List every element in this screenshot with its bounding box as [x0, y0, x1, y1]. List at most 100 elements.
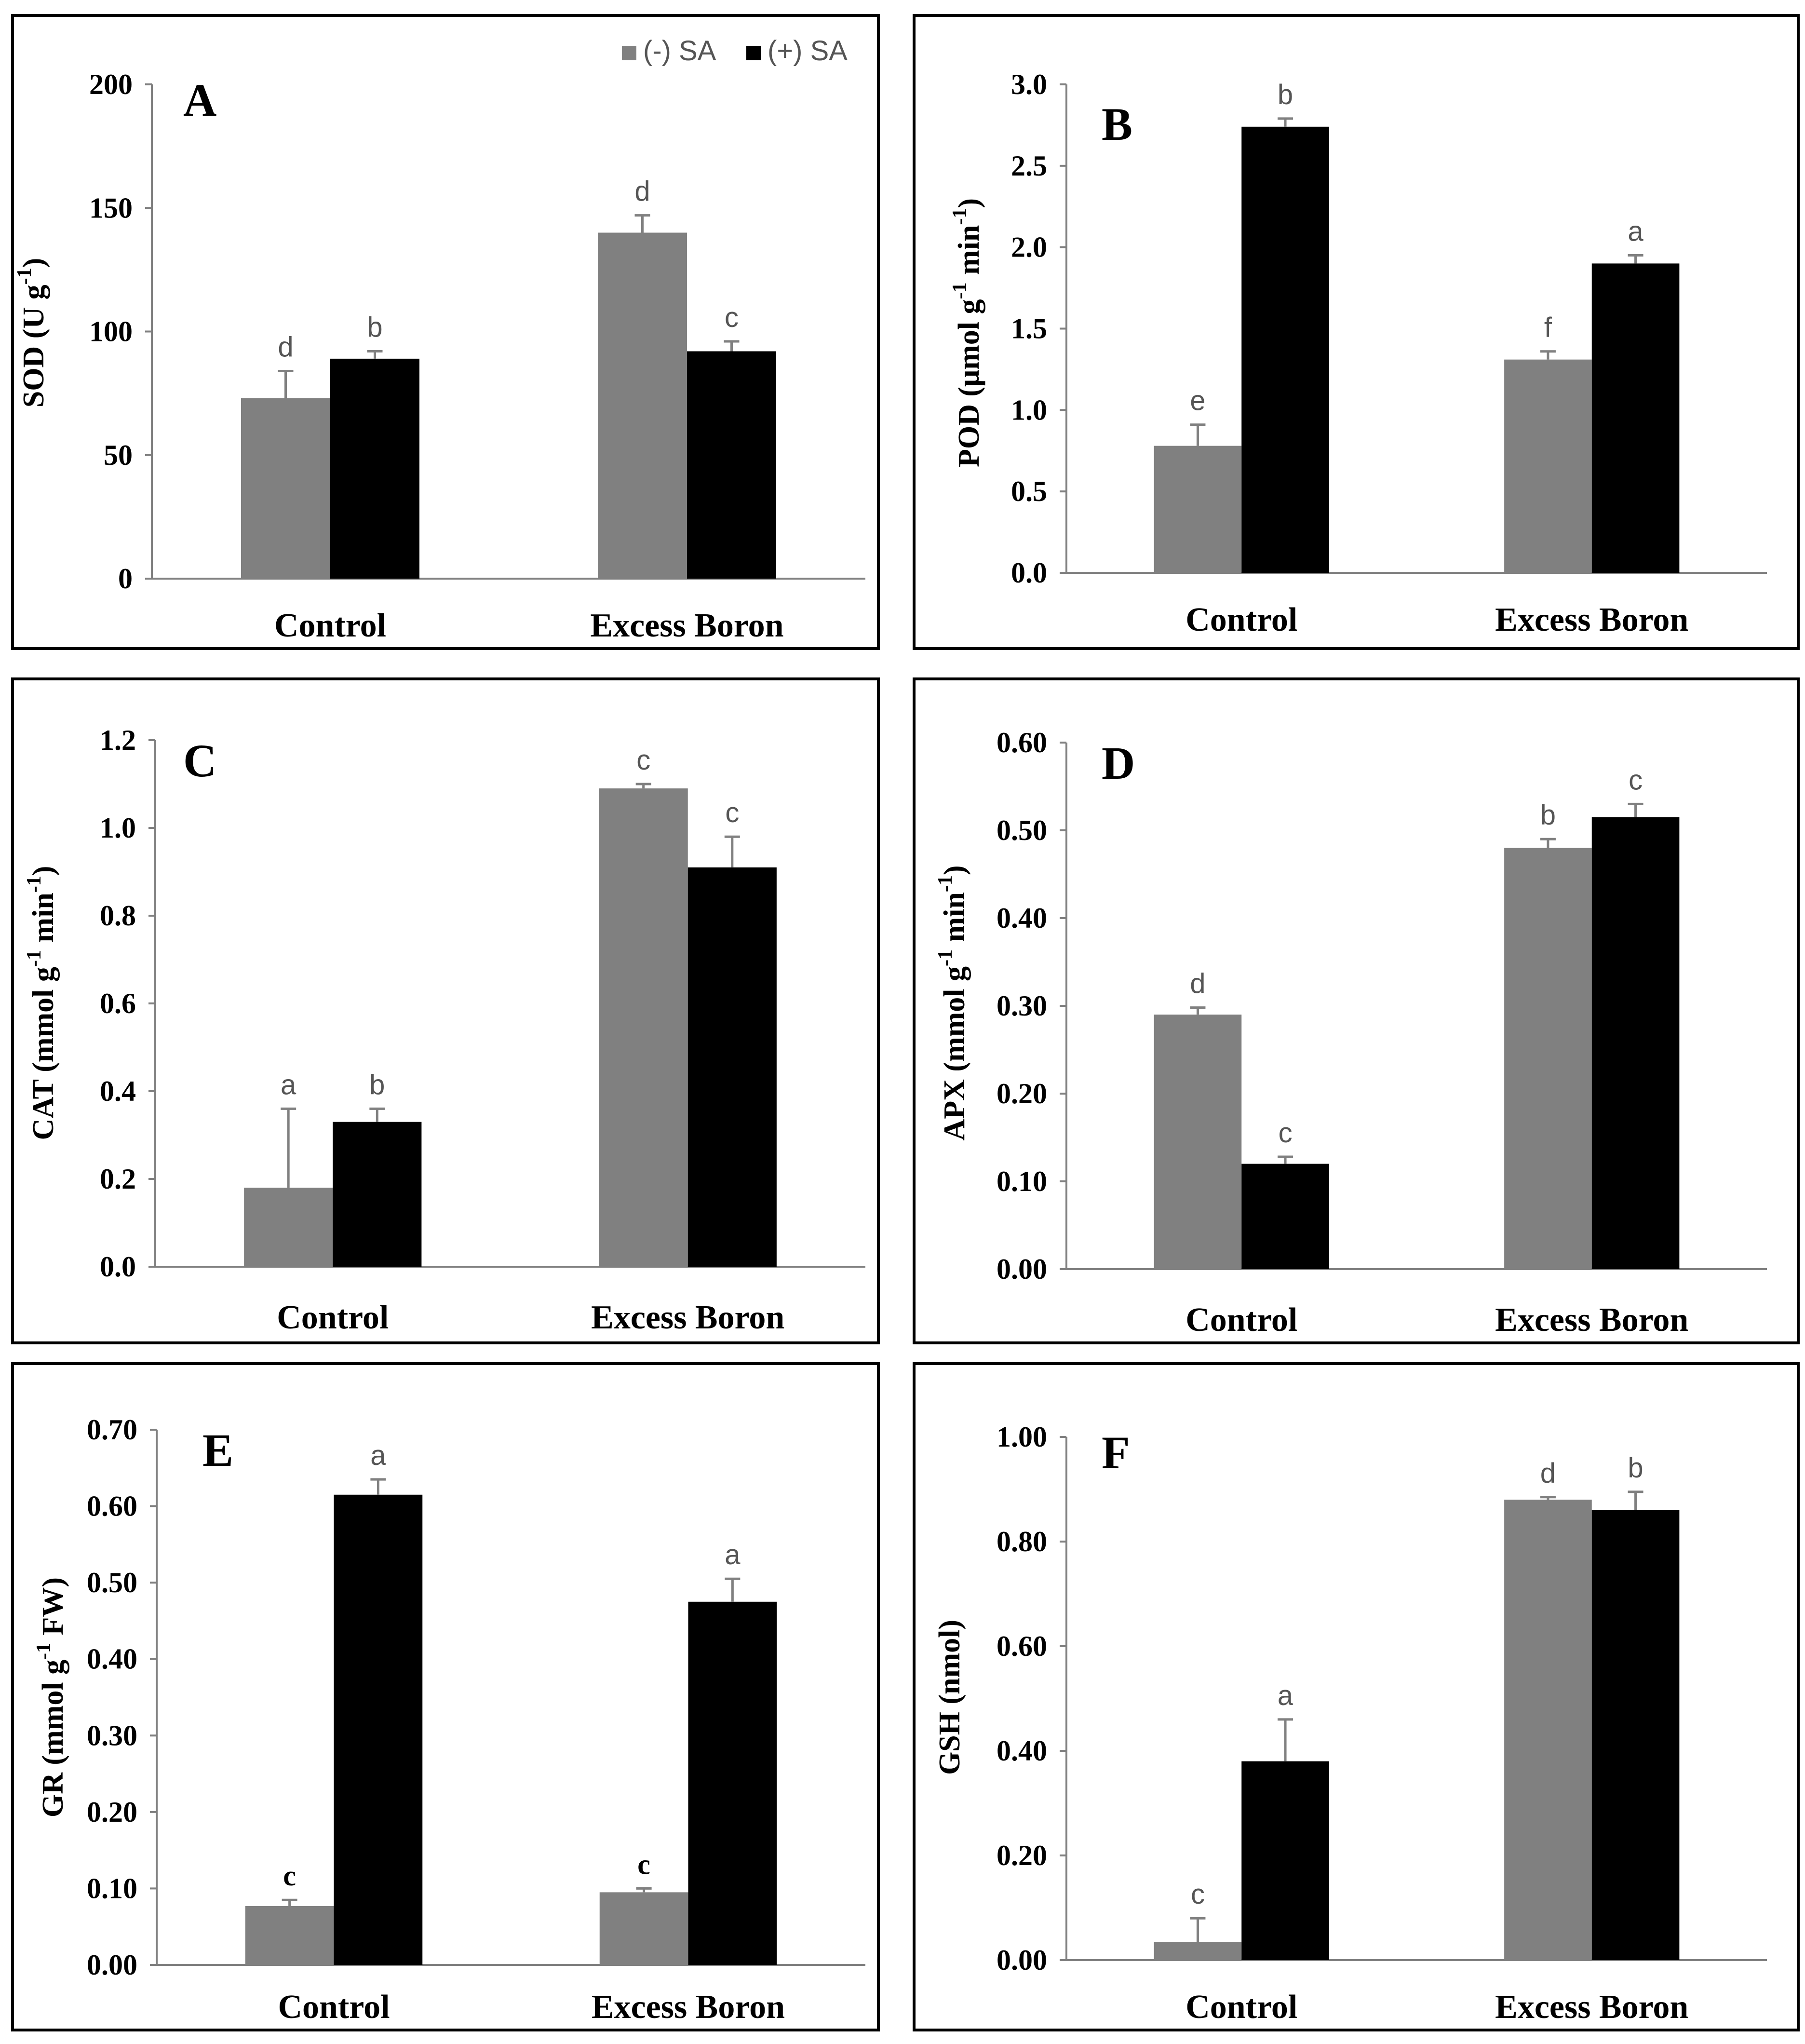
bar [688, 1601, 777, 1965]
bar [687, 867, 777, 1267]
y-tick-label: 0.50 [997, 814, 1047, 846]
legend-label: (-) SA [643, 35, 716, 67]
y-tick-label: 0.6 [100, 988, 136, 1019]
y-tick-label: 0 [118, 563, 133, 595]
y-tick-label: 2.5 [1011, 150, 1047, 182]
y-tick-label: 0.10 [997, 1165, 1047, 1197]
significance-letter: b [369, 1069, 385, 1100]
category-label: Excess Boron [1495, 1301, 1688, 1339]
panel-letter: B [1102, 98, 1132, 150]
y-axis-label: POD (μmol g-1 min-1) [949, 198, 985, 467]
significance-letter: e [1190, 385, 1205, 417]
bar [598, 232, 687, 579]
panel-letter: C [183, 735, 216, 786]
legend-label: (+) SA [768, 35, 848, 67]
y-tick-label: 3.0 [1011, 68, 1047, 100]
significance-letter: b [1540, 799, 1556, 831]
bar [1154, 446, 1242, 573]
y-label-part: GSH (nmol) [933, 1620, 966, 1775]
significance-letter: b [1278, 79, 1293, 110]
category-label: Excess Boron [592, 1989, 785, 2026]
panel-letter: F [1102, 1427, 1130, 1478]
y-label-part: ) [27, 866, 60, 876]
significance-letter: c [283, 1860, 296, 1892]
bar [1154, 1015, 1242, 1269]
category-label: Excess Boron [590, 607, 783, 644]
y-label-superscript: -1 [949, 208, 971, 225]
y-label-superscript: -1 [934, 875, 956, 892]
panel-frame [11, 14, 880, 650]
panel-frame [913, 14, 1800, 650]
y-label-part: min [953, 225, 985, 283]
y-tick-label: 0.80 [997, 1526, 1047, 1557]
panel-letter: D [1102, 737, 1135, 789]
y-axis-label: CAT (mmol g-1 min-1) [23, 866, 60, 1140]
y-label-part: ) [938, 865, 971, 875]
category-label: Control [277, 1299, 389, 1336]
significance-letter: b [1628, 1452, 1643, 1484]
y-tick-label: 2.0 [1011, 231, 1047, 263]
y-axis-label: GSH (nmol) [933, 1620, 966, 1775]
significance-letter: c [1629, 764, 1643, 796]
bar [1154, 1942, 1242, 1960]
y-label-part: min [938, 892, 971, 949]
y-tick-label: 0.70 [87, 1414, 137, 1446]
significance-letter: c [637, 1848, 650, 1880]
y-tick-label: 1.0 [1011, 394, 1047, 426]
y-label-superscript: -1 [33, 1643, 55, 1660]
y-axis-label: SOD (U g-1) [13, 258, 50, 408]
legend-swatch [622, 46, 636, 60]
y-label-part: SOD (U g [17, 284, 50, 407]
y-tick-label: 0.4 [100, 1075, 136, 1107]
legend-swatch [746, 46, 761, 60]
significance-letter: c [1279, 1117, 1293, 1149]
y-tick-label: 150 [89, 192, 133, 224]
y-tick-label: 0.10 [87, 1872, 137, 1904]
y-axis-label: APX (mmol g-1 min-1) [934, 865, 971, 1140]
y-axis-label: GR (mmol g-1 FW) [33, 1577, 69, 1817]
y-label-superscript: -1 [934, 949, 956, 966]
bar [1504, 848, 1592, 1269]
bar [1241, 1761, 1329, 1960]
y-tick-label: 0.2 [100, 1163, 136, 1195]
y-tick-label: 0.40 [87, 1643, 137, 1675]
bar [1504, 359, 1592, 573]
significance-letter: a [725, 1539, 741, 1570]
significance-letter: a [1628, 216, 1643, 247]
y-label-superscript: -1 [23, 950, 45, 967]
panel-E: 0.00 0.10 0.20 0.30 0.40 0.50 0.60 0.70 GR (mmol… [11, 1362, 880, 2031]
bar [1241, 126, 1329, 573]
panel-letter: E [202, 1424, 233, 1476]
bar [1504, 1500, 1592, 1960]
y-tick-label: 200 [89, 68, 133, 100]
significance-letter: c [725, 302, 739, 333]
bar [1241, 1164, 1329, 1269]
y-tick-label: 0.40 [997, 1735, 1047, 1767]
category-label: Control [1185, 1301, 1297, 1339]
panel-frame [11, 677, 880, 1344]
y-label-part: APX (mmol g [938, 966, 971, 1141]
y-tick-label: 1.5 [1011, 313, 1047, 345]
y-tick-label: 0.50 [87, 1567, 137, 1598]
category-label: Excess Boron [591, 1299, 784, 1336]
significance-letter: c [725, 797, 739, 828]
bar [687, 351, 776, 579]
category-label: Control [278, 1989, 390, 2026]
legend: (-) SA (+) SA [622, 35, 848, 67]
y-label-superscript: -1 [23, 876, 45, 893]
panel-frame [913, 1362, 1800, 2031]
category-label: Excess Boron [1495, 601, 1688, 638]
y-tick-label: 0.5 [1011, 475, 1047, 507]
category-label: Control [274, 607, 386, 644]
y-tick-label: 100 [89, 316, 133, 348]
significance-letter: c [636, 745, 650, 776]
bar [1591, 817, 1680, 1269]
y-tick-label: 0.60 [997, 727, 1047, 758]
y-label-part: CAT (mmol g [27, 967, 60, 1140]
y-tick-label: 0.20 [997, 1840, 1047, 1871]
bar [245, 1906, 334, 1965]
y-label-part: POD (μmol g [953, 299, 985, 467]
